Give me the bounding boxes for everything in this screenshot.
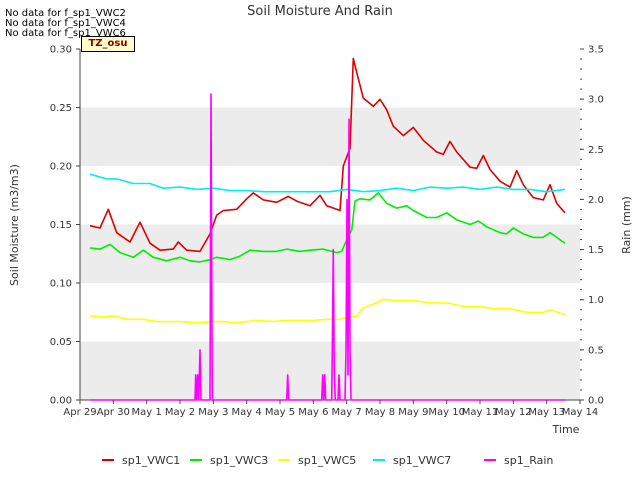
legend-label: sp1_VWC7 [393,454,451,467]
x-tick-label: May 9 [398,407,428,418]
background-band [80,341,580,400]
y-axis-ticks: 0.00 0.05 0.10 0.15 0.20 0.25 0.30 [50,45,80,407]
y2-tick-label: 1.5 [588,245,604,256]
x-tick-label: May 5 [265,407,295,418]
no-data-notes: No data for f_sp1_VWC2 No data for f_sp1… [5,9,126,39]
no-data-note: No data for f_sp1_VWC6 [5,28,126,39]
legend: sp1_VWC1 sp1_VWC3 sp1_VWC5 sp1_VWC7 sp1_Rain [102,454,553,467]
x-axis-label: Time [552,423,580,436]
data-series [89,57,566,401]
no-data-note: No data for f_sp1_VWC2 [5,8,126,19]
no-data-note: No data for f_sp1_VWC4 [5,18,126,29]
y2-tick-label: 1.0 [588,295,604,306]
y-axis-label: Soil Moisture (m3/m3) [8,164,21,286]
y2-tick-label: 3.0 [588,95,604,106]
background-band [80,107,580,166]
x-tick-label: May 11 [462,407,499,418]
x-tick-label: Apr 29 [63,407,96,418]
y-tick-label: 0.25 [50,103,72,114]
series-line-sp1_VWC7 [89,173,566,193]
y2-tick-label: 3.5 [588,45,604,56]
x-tick-label: May 13 [528,407,565,418]
timezone-badge: TZ_osu [81,36,135,52]
legend-label: sp1_VWC5 [298,454,356,467]
x-tick-label: May 10 [428,407,465,418]
x-tick-label: May 1 [132,407,162,418]
x-tick-label: May 7 [332,407,362,418]
y2-tick-label: 0.0 [588,396,604,407]
x-tick-label: May 4 [232,407,262,418]
y-tick-label: 0.30 [50,45,72,56]
y-tick-label: 0.20 [50,162,72,173]
y-tick-label: 0.05 [50,337,72,348]
x-tick-label: May 3 [198,407,228,418]
series-line-sp1_VWC1 [89,57,566,253]
y-tick-label: 0.10 [50,279,72,290]
y2-tick-label: 2.0 [588,195,604,206]
x-tick-label: May 6 [298,407,328,418]
x-tick-label: May 12 [495,407,532,418]
x-tick-label: Apr 30 [97,407,130,418]
x-tick-label: May 8 [365,407,395,418]
series-line-sp1_Rain [90,93,565,401]
y-tick-label: 0.15 [50,220,72,231]
background-band [80,224,580,283]
x-axis-ticks: Apr 29 Apr 30 May 1 May 2 May 3 May 4 May 5 May… [63,400,598,418]
y2-axis-label: Rain (mm) [620,196,633,254]
y2-tick-label: 0.5 [588,345,604,356]
x-tick-label: May 14 [562,407,599,418]
background-bands [80,49,580,400]
series-line-sp1_VWC5 [89,298,566,324]
y2-axis-ticks: 0.0 0.5 1.0 1.5 2.0 2.5 3.0 3.5 [580,45,604,407]
y-tick-label: 0.00 [50,396,72,407]
x-tick-label: May 2 [165,407,195,418]
legend-label: sp1_VWC3 [210,454,268,467]
y2-tick-label: 2.5 [588,145,604,156]
chart-title: Soil Moisture And Rain [247,4,393,19]
legend-label: sp1_Rain [504,454,553,467]
legend-label: sp1_VWC1 [122,454,180,467]
